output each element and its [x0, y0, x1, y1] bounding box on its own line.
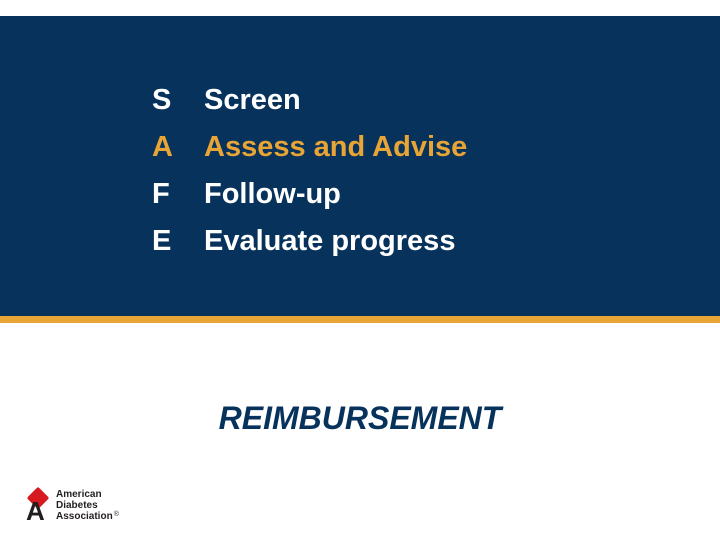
ada-logo: American Diabetes Association® — [26, 489, 119, 522]
logo-line: Association® — [56, 511, 119, 522]
slide: S Screen A Assess and Advise F Follow-up… — [0, 0, 720, 540]
ada-logo-mark-icon — [26, 490, 50, 522]
acronym-row: E Evaluate progress — [152, 225, 467, 258]
ada-logo-text: American Diabetes Association® — [56, 489, 119, 522]
logo-line: Diabetes — [56, 500, 119, 511]
acronym-desc: Follow-up — [204, 178, 341, 211]
acronym-letter: A — [152, 131, 204, 164]
band-gold — [0, 316, 720, 323]
acronym-letter: F — [152, 178, 204, 211]
acronym-letter: S — [152, 84, 204, 117]
acronym-row: F Follow-up — [152, 178, 467, 211]
band-white-top — [0, 0, 720, 16]
acronym-row: A Assess and Advise — [152, 131, 467, 164]
logo-line: American — [56, 489, 119, 500]
acronym-desc: Screen — [204, 84, 301, 117]
acronym-list: S Screen A Assess and Advise F Follow-up… — [152, 84, 467, 272]
slide-heading: REIMBURSEMENT — [0, 400, 720, 437]
acronym-letter: E — [152, 225, 204, 258]
acronym-desc: Evaluate progress — [204, 225, 455, 258]
acronym-desc: Assess and Advise — [204, 131, 467, 164]
trademark-icon: ® — [114, 511, 119, 518]
logo-line-text: Association — [56, 511, 113, 522]
acronym-row: S Screen — [152, 84, 467, 117]
